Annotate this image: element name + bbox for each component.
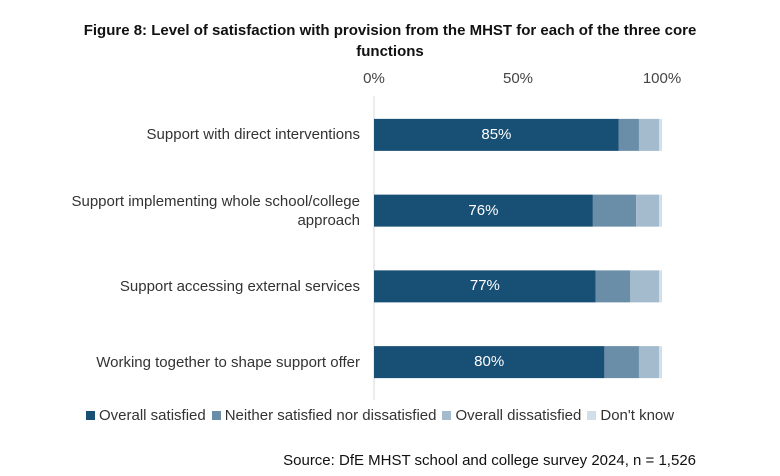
legend: Overall satisfied Neither satisfied nor d… (86, 407, 674, 424)
legend-item: Neither satisfied nor dissatisfied (211, 407, 437, 424)
x-tick-label: 50% (502, 70, 534, 87)
bar-segment (604, 346, 639, 379)
legend-swatch (86, 411, 95, 420)
bar-segment (659, 270, 662, 303)
bar-segment (374, 270, 596, 303)
legend-label: Don't know (600, 407, 675, 424)
bar-segment (638, 346, 660, 379)
legend-swatch (587, 411, 597, 420)
value-label: 80% (474, 353, 505, 371)
chart-title: Figure 8: Level of satisfaction with pro… (83, 22, 697, 60)
legend-item: Overall satisfied (86, 407, 206, 424)
value-label: 85% (481, 125, 512, 143)
bar-segment (374, 118, 619, 151)
bar-segment (595, 270, 631, 303)
legend-label: Overall satisfied (99, 407, 206, 424)
bar-segment (374, 194, 593, 227)
legend-item: Don't know (587, 407, 674, 424)
bar-segment (592, 194, 637, 227)
bar-segment (618, 118, 639, 151)
category-label: Support implementing whole school/colleg… (71, 192, 360, 229)
x-tick-label: 100% (642, 70, 682, 87)
legend-label: Neither satisfied nor dissatisfied (224, 407, 437, 424)
value-label: 77% (469, 277, 500, 295)
bar-segment (630, 270, 660, 303)
legend-item: Overall dissatisfied (442, 407, 581, 424)
category-label: Support accessing external services (119, 277, 360, 295)
bar-segment (659, 194, 662, 227)
legend-swatch (211, 411, 221, 420)
legend-label: Overall dissatisfied (455, 407, 582, 424)
source-note: Source: DfE MHST school and college surv… (283, 452, 696, 469)
legend-swatch (442, 411, 452, 420)
bar-segment (659, 346, 662, 379)
x-tick-label: 0% (363, 70, 385, 87)
bar-segment (638, 118, 660, 151)
value-label: 76% (468, 201, 499, 219)
bar-segment (659, 118, 662, 151)
bar-segment (374, 346, 605, 379)
category-label: Support with direct interventions (146, 126, 360, 144)
bar-segment (636, 194, 660, 227)
category-label: Working together to shape support offer (96, 353, 360, 371)
